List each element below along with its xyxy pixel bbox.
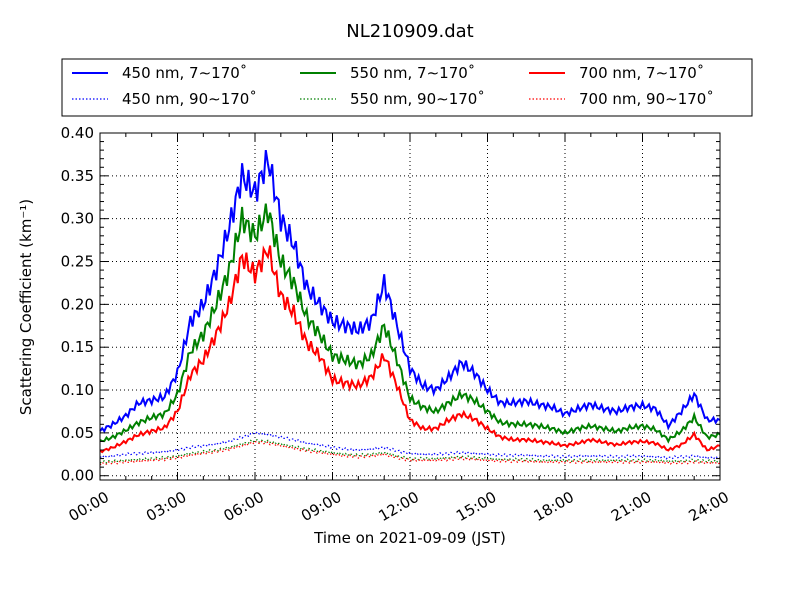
x-tick-labels: 00:00 03:00 06:00 09:00 12:00 15:00 18:00 21:00… — [66, 488, 732, 525]
y-axis-label: Scattering Coefficient (km⁻¹) — [17, 199, 35, 415]
legend-frame — [61, 58, 753, 117]
x-tick-label: 21:00 — [608, 488, 654, 525]
series-line-700-nm-90-170- — [99, 440, 721, 466]
plot-area — [99, 132, 721, 481]
y-tick-label: 0.40 — [61, 124, 94, 142]
series-line-450-nm-90-170- — [99, 431, 721, 460]
legend-label: 550 nm, 7∼170˚ — [350, 64, 475, 82]
legend: 450 nm, 7∼170˚ 550 nm, 7∼170˚ 700 nm, 7∼17… — [61, 58, 753, 117]
y-tick-label: 0.25 — [61, 253, 94, 271]
legend-label: 450 nm, 90∼170˚ — [122, 90, 257, 108]
x-axis-label: Time on 2021-09-09 (JST) — [313, 529, 506, 547]
legend-label: 700 nm, 7∼170˚ — [579, 64, 704, 82]
x-tick-label: 00:00 — [66, 488, 112, 525]
x-tick-label: 12:00 — [376, 488, 422, 525]
series-line-700-nm-7-170- — [99, 245, 721, 454]
y-tick-label: 0.10 — [61, 381, 94, 399]
x-tick-label: 18:00 — [531, 488, 577, 525]
legend-label: 450 nm, 7∼170˚ — [122, 64, 247, 82]
y-tick-label: 0.00 — [61, 467, 94, 485]
series-line-550-nm-7-170- — [99, 203, 721, 444]
y-tick-label: 0.05 — [61, 424, 94, 442]
x-tick-label: 15:00 — [453, 488, 499, 525]
x-tick-label: 06:00 — [221, 488, 267, 525]
grid — [100, 133, 720, 480]
y-tick-label: 0.30 — [61, 210, 94, 228]
legend-label: 550 nm, 90∼170˚ — [350, 90, 485, 108]
x-tick-label: 09:00 — [298, 488, 344, 525]
y-tick-label: 0.20 — [61, 295, 94, 313]
x-tick-label: 24:00 — [686, 488, 732, 525]
plot-frame — [99, 132, 721, 481]
series-group — [99, 149, 721, 466]
legend-label: 700 nm, 90∼170˚ — [579, 90, 714, 108]
ticks — [99, 132, 721, 480]
y-tick-labels: 0.00 0.05 0.10 0.15 0.20 0.25 0.30 0.35 0.40 — [61, 124, 94, 485]
x-tick-label: 03:00 — [143, 488, 189, 525]
chart-title: NL210909.dat — [346, 21, 473, 42]
y-tick-label: 0.35 — [61, 167, 94, 185]
y-tick-label: 0.15 — [61, 338, 94, 356]
series-line-450-nm-7-170- — [99, 149, 721, 434]
series-line-550-nm-90-170- — [99, 438, 721, 464]
